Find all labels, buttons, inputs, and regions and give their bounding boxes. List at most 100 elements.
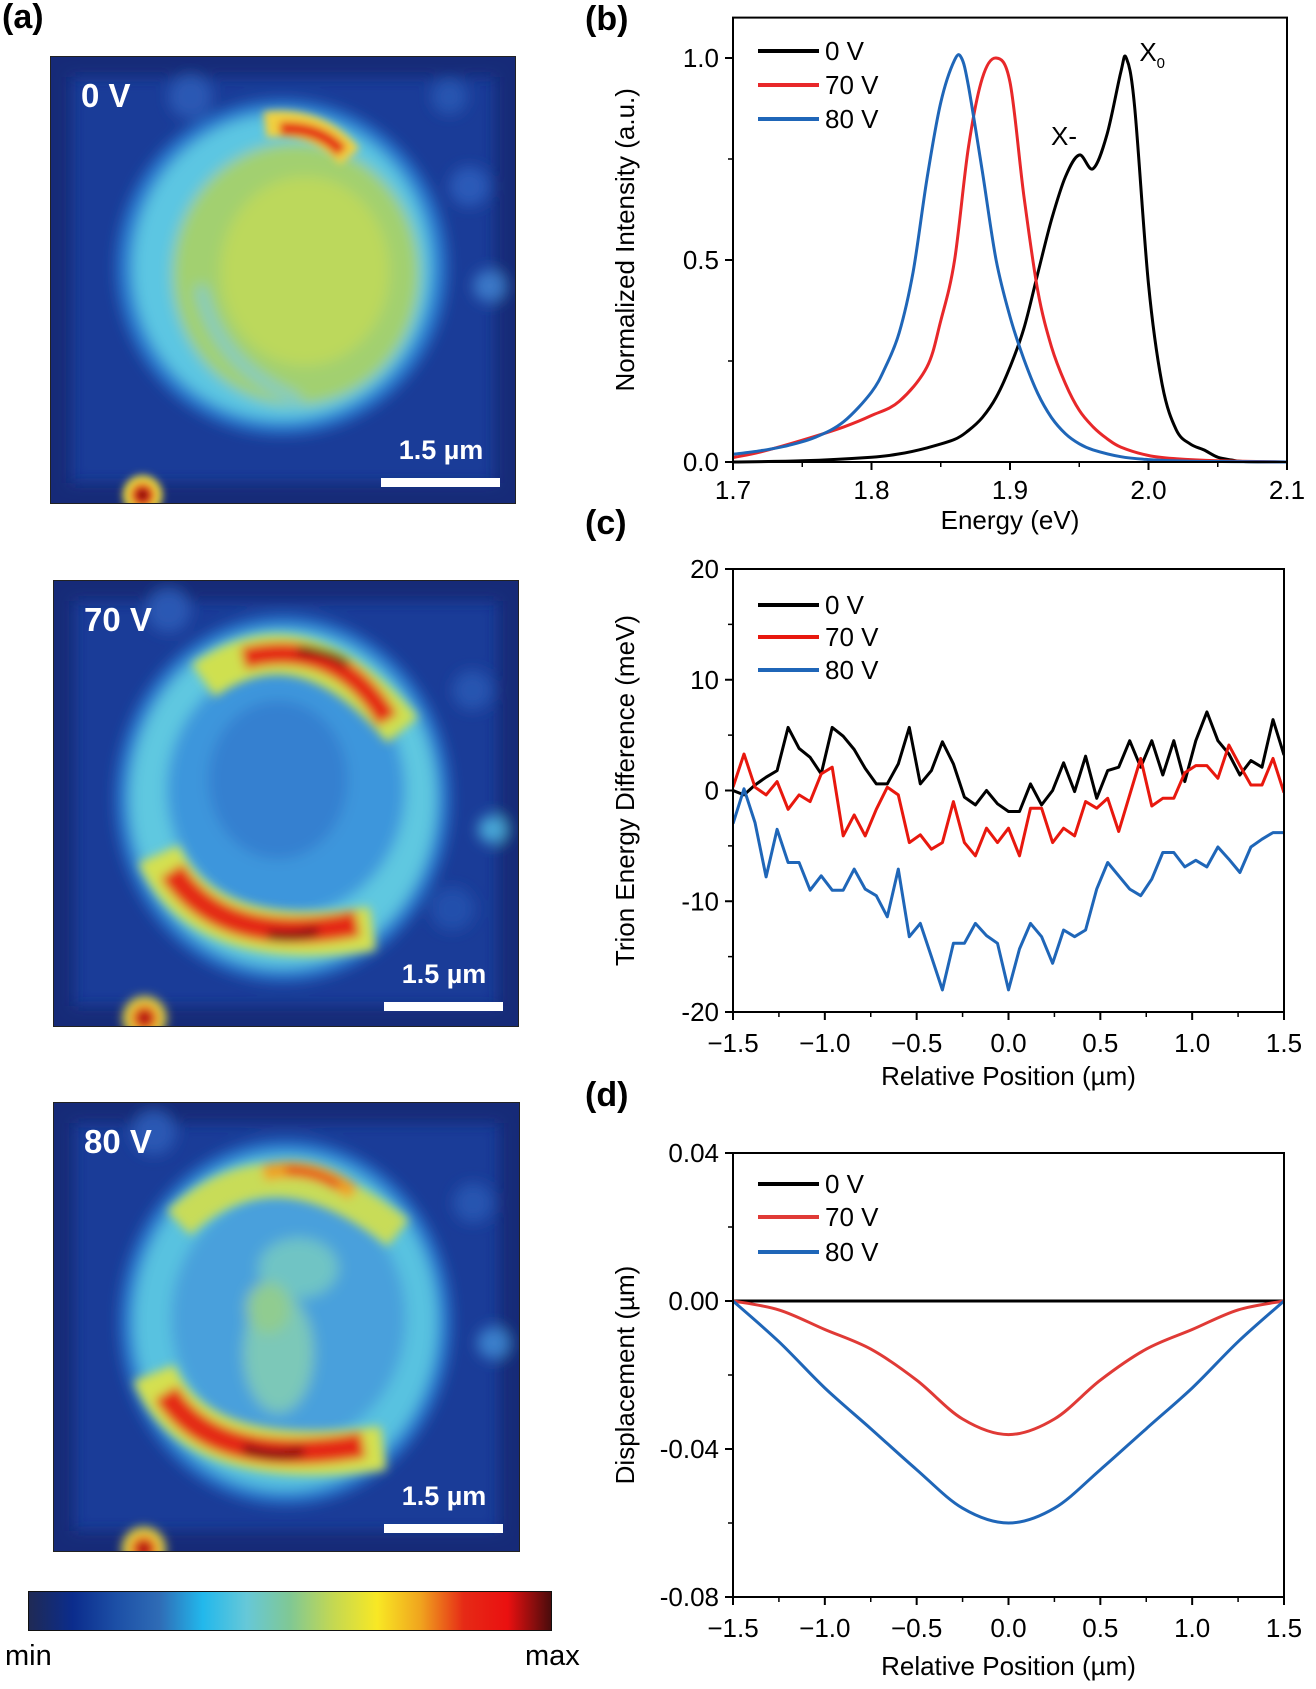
legend-item: 80 V — [758, 104, 879, 134]
annotation-text: X — [1139, 37, 1156, 67]
chart-panel-c: −1.5 −1.0 −0.5 0.0 0.5 1.0 1.5 -20 -10 0 10 20 Relat… — [610, 554, 1302, 1091]
y-tick-label: -10 — [681, 886, 719, 916]
x-tick-label: −1.0 — [799, 1613, 850, 1643]
legend: 0 V70 V 80 V — [758, 1169, 879, 1267]
pl-intensity-image — [54, 1103, 519, 1551]
legend: 0 V 70 V 80 V — [758, 36, 879, 134]
colorbar — [28, 1591, 552, 1631]
series-line-70v — [733, 1299, 1284, 1437]
x-tick-label: 1.7 — [715, 475, 751, 505]
legend-label: 70 V — [825, 1202, 879, 1232]
series-line-80v — [733, 787, 1284, 992]
scale-bar — [381, 478, 500, 487]
y-tick-label: 0 — [705, 776, 719, 806]
series-group — [733, 1299, 1284, 1525]
annotation-text: X- — [1051, 121, 1077, 151]
series-line-0v — [733, 54, 1287, 464]
chart-panel-b: 1.7 1.8 1.9 2.0 2.1 0.0 0.5 1.0 Energy (eV) Norma… — [610, 16, 1305, 535]
series-line-0v — [733, 710, 1284, 813]
x-tick-label: 1.5 — [1266, 1028, 1302, 1058]
x-tick-label: 2.0 — [1130, 475, 1166, 505]
scale-bar — [384, 1002, 503, 1011]
panel-label-c: (c) — [585, 504, 627, 542]
pl-map-80v: 80 V 1.5 µm — [53, 1102, 520, 1552]
legend-item: 70 V — [758, 1202, 879, 1232]
x-axis-label: Energy (eV) — [941, 505, 1080, 535]
pl-map-70v: 70 V 1.5 µm — [53, 580, 519, 1027]
voltage-label: 70 V — [84, 601, 152, 638]
legend-label: 0 V — [825, 1169, 865, 1199]
x-tick-label: 2.1 — [1269, 475, 1305, 505]
x-tick-label: −1.5 — [707, 1613, 758, 1643]
legend-item: 80 V — [758, 655, 879, 685]
y-axis-label: Displacement (µm) — [610, 1266, 640, 1485]
x-tick-label: 1.0 — [1174, 1613, 1210, 1643]
chart-panel-d: −1.5 −1.0 −0.5 0.0 0.5 1.0 1.5 -0.08 -0.04 0.00 0.… — [610, 1138, 1302, 1681]
legend-label: 80 V — [825, 655, 879, 685]
pl-map-0v: 0 V 1.5 µm — [50, 56, 516, 504]
x-tick-label: 1.0 — [1174, 1028, 1210, 1058]
scale-bar — [384, 1524, 503, 1533]
colorbar-min-label: min — [5, 1640, 52, 1672]
series-line-80v — [733, 53, 1287, 464]
x-tick-label: 1.8 — [853, 475, 889, 505]
panel-label-b: (b) — [585, 0, 628, 38]
scale-bar-label: 1.5 µm — [401, 959, 487, 989]
series-line-80v — [733, 1299, 1284, 1525]
y-axis-label: Trion Energy Difference (meV) — [610, 615, 640, 966]
voltage-label: 0 V — [81, 77, 131, 114]
y-tick-label: 0.00 — [668, 1286, 719, 1316]
x-tick-label: 1.9 — [992, 475, 1028, 505]
y-tick-label: 1.0 — [683, 43, 719, 73]
series-line-70v — [733, 56, 1287, 464]
x-tick-label: 0.0 — [990, 1028, 1026, 1058]
legend-label: 0 V — [825, 36, 865, 66]
y-tick-label: -0.08 — [660, 1582, 719, 1612]
scale-bar-label: 1.5 µm — [398, 435, 484, 465]
legend-label: 80 V — [825, 1237, 879, 1267]
series-group — [733, 53, 1287, 464]
x-tick-label: −0.5 — [891, 1028, 942, 1058]
legend-item: 70 V — [758, 70, 879, 100]
x-tick-label: 0.0 — [990, 1613, 1026, 1643]
y-tick-label: 0.5 — [683, 245, 719, 275]
panel-label-d: (d) — [585, 1076, 628, 1114]
voltage-label: 80 V — [84, 1123, 152, 1160]
y-axis-label: Normalized Intensity (a.u.) — [610, 88, 640, 391]
y-tick-label: 0.0 — [683, 447, 719, 477]
legend-item: 0 V — [758, 1169, 865, 1199]
y-tick-label: 20 — [690, 554, 719, 584]
y-tick-label: -20 — [681, 997, 719, 1027]
x-tick-label: −1.0 — [799, 1028, 850, 1058]
x-tick-label: 0.5 — [1082, 1028, 1118, 1058]
x-axis-label: Relative Position (µm) — [881, 1651, 1136, 1681]
y-tick-label: -0.04 — [660, 1434, 719, 1464]
x-tick-label: −1.5 — [707, 1028, 758, 1058]
legend-label: 80 V — [825, 104, 879, 134]
legend-label: 70 V — [825, 622, 879, 652]
series-line-70v — [733, 743, 1284, 858]
legend-item: 0 V — [758, 36, 865, 66]
legend-label: 70 V — [825, 70, 879, 100]
legend-item: 0 V — [758, 590, 865, 620]
peak-annotation: X- — [1051, 121, 1077, 151]
y-tick-label: 0.04 — [668, 1138, 719, 1168]
x-tick-label: −0.5 — [891, 1613, 942, 1643]
annotation-subscript: 0 — [1157, 55, 1165, 72]
x-tick-label: 0.5 — [1082, 1613, 1118, 1643]
legend-item: 70 V — [758, 622, 879, 652]
y-tick-label: 10 — [690, 665, 719, 695]
peak-annotation: X0 — [1139, 37, 1165, 72]
series-group — [733, 710, 1284, 992]
legend-label: 0 V — [825, 590, 865, 620]
colorbar-max-label: max — [525, 1640, 580, 1672]
panel-label-a: (a) — [2, 0, 44, 36]
pl-intensity-image — [51, 57, 515, 503]
scale-bar-label: 1.5 µm — [401, 1481, 487, 1511]
legend: 0 V70 V80 V — [758, 590, 879, 685]
plot-frame — [732, 1152, 1285, 1598]
legend-item: 80 V — [758, 1237, 879, 1267]
x-axis-label: Relative Position (µm) — [881, 1061, 1136, 1091]
x-tick-label: 1.5 — [1266, 1613, 1302, 1643]
